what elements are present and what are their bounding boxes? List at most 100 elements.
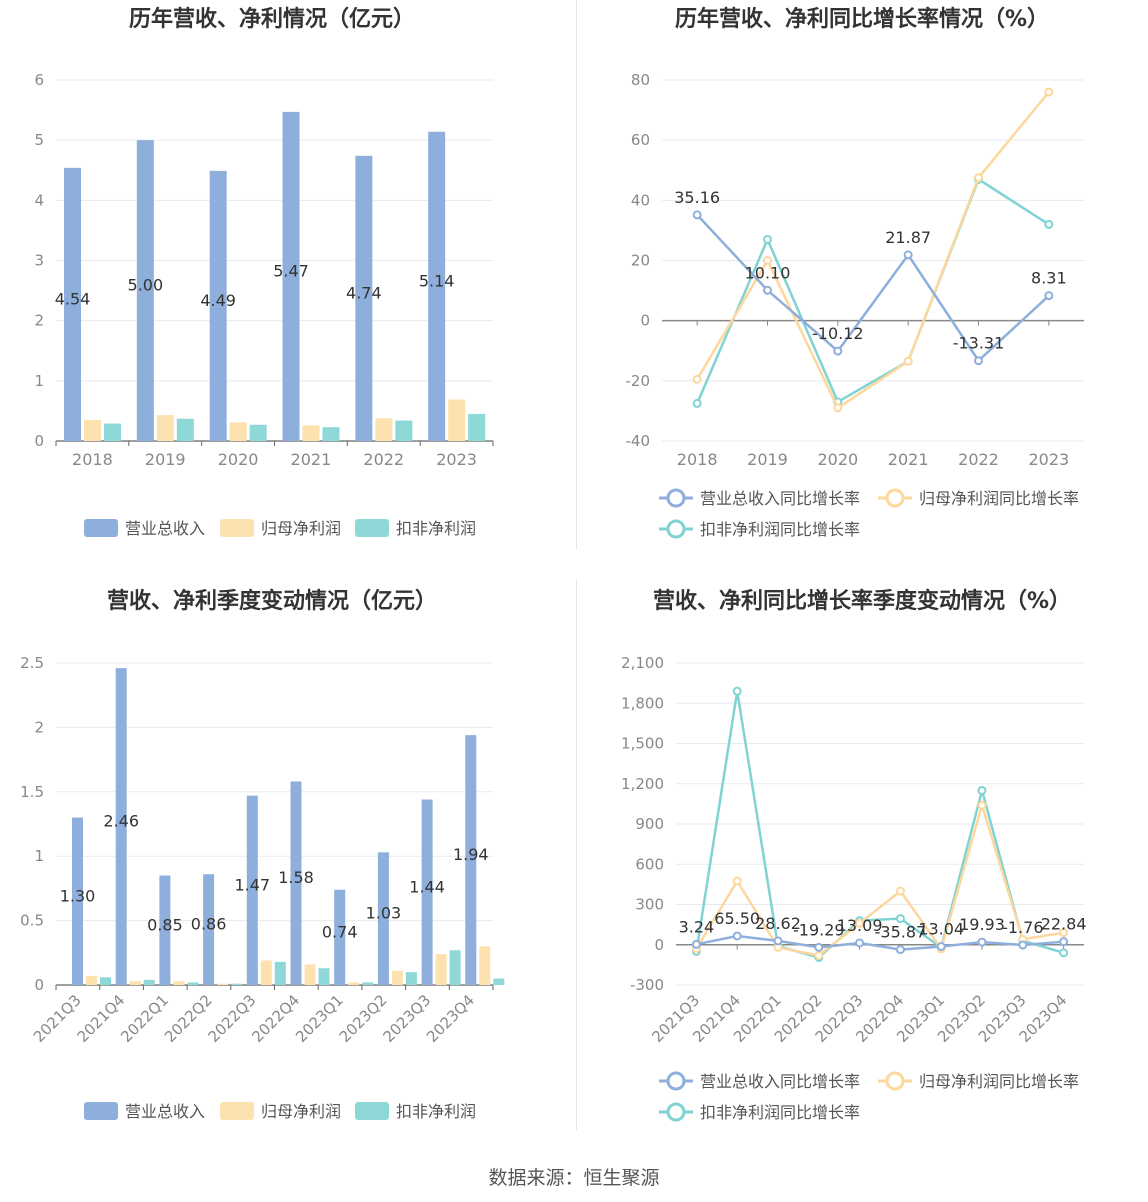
data-label: 4.74: [346, 283, 382, 302]
legend-label: 归母净利润同比增长率: [919, 1072, 1079, 1091]
bar-deducted-profit: [493, 978, 505, 985]
data-label: -35.87: [875, 923, 927, 942]
point-marker: [763, 256, 772, 265]
point-marker: [974, 356, 983, 366]
line-deducted-profit-growth: [696, 177, 1050, 404]
data-label: 13.04: [918, 919, 964, 938]
data-label: 4.49: [200, 291, 236, 310]
bar-net-profit: [302, 425, 320, 441]
point-marker: [732, 876, 742, 886]
y-tick-label: -20: [626, 372, 651, 390]
data-label: 5.47: [273, 261, 309, 280]
y-tick-label: 0.5: [20, 912, 44, 930]
legend-label: 扣非净利润: [396, 519, 476, 538]
x-tick-label: 2022Q3: [205, 991, 260, 1046]
point-marker: [903, 356, 913, 366]
x-tick-label: 2023: [436, 450, 477, 469]
bar-deducted-profit: [187, 982, 199, 985]
bar-net-profit: [304, 964, 316, 985]
x-tick-label: 2023: [1028, 450, 1069, 469]
x-tick-label: 2020: [817, 450, 858, 469]
point-marker: [974, 173, 983, 183]
legend-label: 营业总收入: [125, 1102, 205, 1121]
panel-quarterly-amounts: 营收、净利季度变动情况（亿元） 0 0.5 1 1.5 2 2.5 2021Q3 1.30 202…: [0, 580, 576, 1150]
point-marker: [1059, 928, 1069, 938]
legend-swatch: [355, 1102, 389, 1120]
x-tick-label: 2020: [218, 450, 259, 469]
bar-net-profit: [260, 960, 272, 985]
source-label: 数据来源：恒生聚源: [488, 1167, 660, 1189]
y-tick-label: 1: [34, 372, 44, 390]
x-tick-label: 2023Q1: [292, 991, 347, 1046]
legend-label: 营业总收入: [125, 519, 205, 538]
legend-label: 扣非净利润同比增长率: [700, 520, 860, 539]
legend-marker: [885, 488, 905, 508]
point-marker: [936, 941, 946, 951]
bar-net-profit: [479, 946, 491, 985]
y-tick-label: 40: [631, 191, 650, 209]
panel-quarterly-growth: 营收、净利同比增长率季度变动情况（%） -300 0 300 600 900 1,200 1,…: [577, 580, 1148, 1150]
point-marker: [855, 938, 865, 948]
x-tick-label: 2023Q2: [336, 991, 391, 1046]
point-marker: [692, 210, 702, 220]
bar-revenue: [115, 668, 127, 985]
bar-net-profit: [173, 981, 185, 985]
data-label: 22.84: [1041, 915, 1087, 934]
y-tick-label: 2,100: [621, 654, 664, 672]
point-marker: [732, 686, 742, 696]
point-marker: [895, 886, 905, 896]
bar-deducted-profit: [100, 977, 111, 985]
bar-deducted-profit: [104, 423, 121, 441]
data-label: -13.31: [953, 334, 1005, 353]
y-tick-label: 1,500: [621, 735, 664, 753]
legend-label: 归母净利润: [261, 1102, 341, 1121]
legend-label: 扣非净利润: [396, 1102, 476, 1121]
legend-marker: [666, 519, 686, 539]
data-label: 1.44: [409, 877, 445, 896]
data-label: 0.74: [322, 922, 358, 941]
legend-marker: [666, 488, 686, 508]
bar-deducted-profit: [322, 427, 340, 441]
bar-revenue: [428, 131, 446, 441]
y-tick-label: 1,200: [621, 775, 664, 793]
point-marker: [1059, 937, 1069, 947]
y-tick-label: 6: [34, 71, 44, 89]
bar-revenue: [377, 852, 389, 985]
point-marker: [692, 374, 702, 384]
line-net-profit-growth: [696, 91, 1050, 410]
chart-annual-amounts: 历年营收、净利情况（亿元） 0 1 2 3 4 5 6 2018 4.54 2019 5.00 2020…: [34, 6, 494, 538]
x-tick-label: 2021: [888, 450, 929, 469]
data-label: 5.14: [419, 271, 455, 290]
y-tick-label: 0: [34, 976, 44, 994]
x-tick-label: 2023Q3: [379, 991, 434, 1046]
point-marker: [1044, 87, 1054, 97]
chart-quarterly-growth: 营收、净利同比增长率季度变动情况（%） -300 0 300 600 900 1,200 1,…: [621, 588, 1087, 1122]
bar-net-profit: [375, 418, 393, 441]
point-marker: [814, 950, 824, 960]
data-label: 1.94: [453, 845, 489, 864]
line-net-profit-growth: [695, 800, 1064, 957]
bar-revenue: [64, 167, 81, 442]
data-label: 1.03: [366, 904, 402, 923]
chart-title: 营收、净利季度变动情况（亿元）: [107, 588, 437, 614]
bar-net-profit: [448, 399, 466, 441]
bar-net-profit: [435, 954, 447, 985]
chart-title: 历年营收、净利情况（亿元）: [129, 6, 415, 32]
x-tick-label: 2021Q3: [30, 991, 85, 1046]
y-tick-label: 1: [34, 847, 44, 865]
x-tick-label: 2018: [72, 450, 113, 469]
bar-revenue: [290, 781, 302, 985]
panel-annual-growth: 历年营收、净利同比增长率情况（%） -40 -20 0 20 40 60 80 2018 2019…: [577, 0, 1148, 560]
y-tick-label: 80: [631, 71, 650, 89]
x-tick-label: 2019: [747, 450, 788, 469]
data-label: 5.00: [128, 276, 164, 295]
y-tick-label: 0: [640, 312, 650, 330]
y-tick-label: 2.5: [20, 654, 44, 672]
y-tick-label: 0: [34, 432, 44, 450]
data-label: 0.86: [191, 915, 227, 934]
bar-net-profit: [86, 975, 97, 985]
line-deducted-profit-growth: [695, 690, 1064, 959]
bar-revenue: [334, 889, 346, 985]
legend-marker: [666, 1102, 686, 1122]
panel-annual-amounts: 历年营收、净利情况（亿元） 0 1 2 3 4 5 6 2018 4.54 2019 5.00 2020…: [0, 0, 576, 560]
